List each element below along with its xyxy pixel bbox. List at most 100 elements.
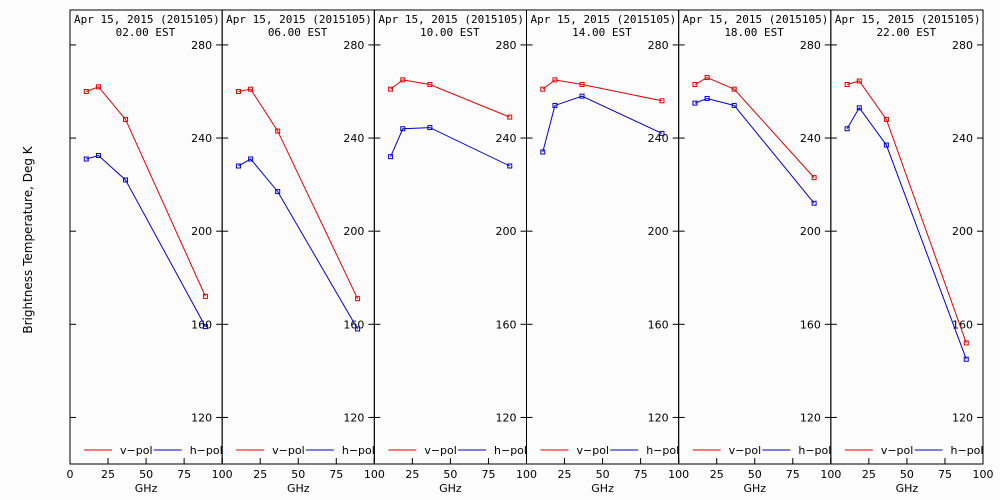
x-tick-label: 100 [973, 468, 994, 481]
y-tick-label: 200 [191, 225, 212, 238]
h-pol-series-point [844, 126, 850, 132]
legend-v-pol-label: v−pol [272, 444, 305, 457]
v-pol-series-point [540, 86, 546, 92]
h-pol-series-point [856, 105, 862, 111]
v-pol-series-line [390, 79, 510, 118]
v-pol-series-point [731, 86, 737, 92]
v-pol-series-point [400, 77, 406, 83]
y-tick-label: 160 [343, 318, 364, 331]
v-pol-series-point [856, 78, 862, 84]
v-pol-series-line [238, 88, 359, 299]
v-pol-series-point [355, 296, 361, 302]
y-tick-label: 200 [496, 225, 517, 238]
panel-title-date: Apr 15, 2015 (2015105) [378, 13, 524, 26]
panel-title-time: 18.00 EST [724, 26, 784, 39]
v-pol-series-point [692, 82, 698, 88]
y-tick-label: 120 [800, 411, 821, 424]
y-axis-label: Brightness Temperature, Deg K [21, 145, 35, 333]
h-pol-series-line [846, 106, 967, 360]
x-tick-label: 75 [634, 468, 648, 481]
panel-title-date: Apr 15, 2015 (2015105) [683, 13, 829, 26]
x-tick-label: 100 [364, 468, 385, 481]
h-pol-series-point [731, 102, 737, 108]
h-pol-series-line [694, 97, 815, 204]
x-tick-label: 0 [67, 468, 74, 481]
x-tick-label: 100 [212, 468, 233, 481]
h-pol-series-point [579, 93, 585, 99]
y-tick-label: 240 [648, 132, 669, 145]
x-tick-label: 75 [329, 468, 343, 481]
v-pol-series-point [963, 340, 969, 346]
h-pol-series-point [540, 149, 546, 155]
x-axis-label: GHz [591, 482, 614, 495]
y-tick-label: 160 [648, 318, 669, 331]
h-pol-series-point [704, 95, 710, 101]
y-tick-label: 120 [496, 411, 517, 424]
panel-5: Apr 15, 2015 (2015105)18.00 EST 120 160 200… [678, 9, 841, 495]
v-pol-series-point [95, 84, 101, 90]
v-pol-series-point [659, 98, 665, 104]
x-tick-label: 25 [405, 468, 419, 481]
h-pol-series-point [427, 125, 433, 131]
v-pol-series-point [883, 116, 889, 122]
panel-2: Apr 15, 2015 (2015105)06.00 EST 120 160 200… [221, 9, 385, 495]
v-pol-series-line [846, 80, 967, 344]
h-pol-series-point [507, 163, 513, 169]
v-pol-series-point [579, 82, 585, 88]
v-pol-series-point [552, 77, 558, 83]
v-pol-series-point [507, 114, 513, 120]
h-pol-series-point [235, 163, 241, 169]
panel-title-date: Apr 15, 2015 (2015105) [835, 13, 981, 26]
x-tick-label: 50 [139, 468, 153, 481]
v-pol-series-point [202, 293, 208, 299]
y-tick-label: 200 [648, 225, 669, 238]
y-tick-label: 240 [191, 132, 212, 145]
h-pol-series-point [692, 100, 698, 106]
v-pol-series-point [388, 86, 394, 92]
y-tick-label: 280 [496, 39, 517, 52]
y-tick-label: 280 [191, 39, 212, 52]
x-tick-label: 50 [900, 468, 914, 481]
panel-title-date: Apr 15, 2015 (2015105) [531, 13, 677, 26]
y-tick-label: 120 [343, 411, 364, 424]
v-pol-series-point [275, 128, 281, 134]
h-pol-series-point [355, 326, 361, 332]
x-tick-label: 50 [596, 468, 610, 481]
h-pol-series-point [963, 356, 969, 362]
panel-title-time: 10.00 EST [420, 26, 480, 39]
panel-title-date: Apr 15, 2015 (2015105) [74, 13, 220, 26]
x-tick-label: 100 [668, 468, 689, 481]
x-tick-label: 75 [786, 468, 800, 481]
legend-h-pol-label: h−pol [342, 444, 375, 457]
x-axis-label: GHz [287, 482, 310, 495]
x-tick-label: 75 [177, 468, 191, 481]
x-tick-label: 50 [748, 468, 762, 481]
h-pol-series-line [86, 154, 206, 327]
x-tick-label: 100 [820, 468, 841, 481]
y-tick-label: 120 [648, 411, 669, 424]
h-pol-series-line [542, 95, 663, 153]
v-pol-series-point [83, 88, 89, 94]
v-pol-series-line [542, 79, 663, 102]
panel-title-time: 14.00 EST [572, 26, 632, 39]
legend-h-pol-label: h−pol [494, 444, 527, 457]
panel-3: Apr 15, 2015 (2015105)10.00 EST 120 160 200… [373, 9, 537, 495]
legend-v-pol-label: v−pol [577, 444, 610, 457]
legend-h-pol-label: h−pol [646, 444, 679, 457]
x-axis-label: GHz [135, 482, 158, 495]
legend-h-pol-label: h−pol [798, 444, 831, 457]
x-axis-label: GHz [439, 482, 462, 495]
x-tick-label: 75 [481, 468, 495, 481]
legend-v-pol-label: v−pol [120, 444, 153, 457]
x-tick-label: 50 [443, 468, 457, 481]
h-pol-series-point [811, 200, 817, 206]
h-pol-series-point [883, 142, 889, 148]
y-tick-label: 160 [952, 318, 973, 331]
v-pol-series-point [844, 82, 850, 88]
y-tick-label: 240 [496, 132, 517, 145]
v-pol-series-point [248, 86, 254, 92]
panels: Apr 15, 2015 (2015105)02.00 EST120160200… [67, 9, 994, 495]
v-pol-series-point [704, 75, 710, 81]
v-pol-series-point [235, 88, 241, 94]
